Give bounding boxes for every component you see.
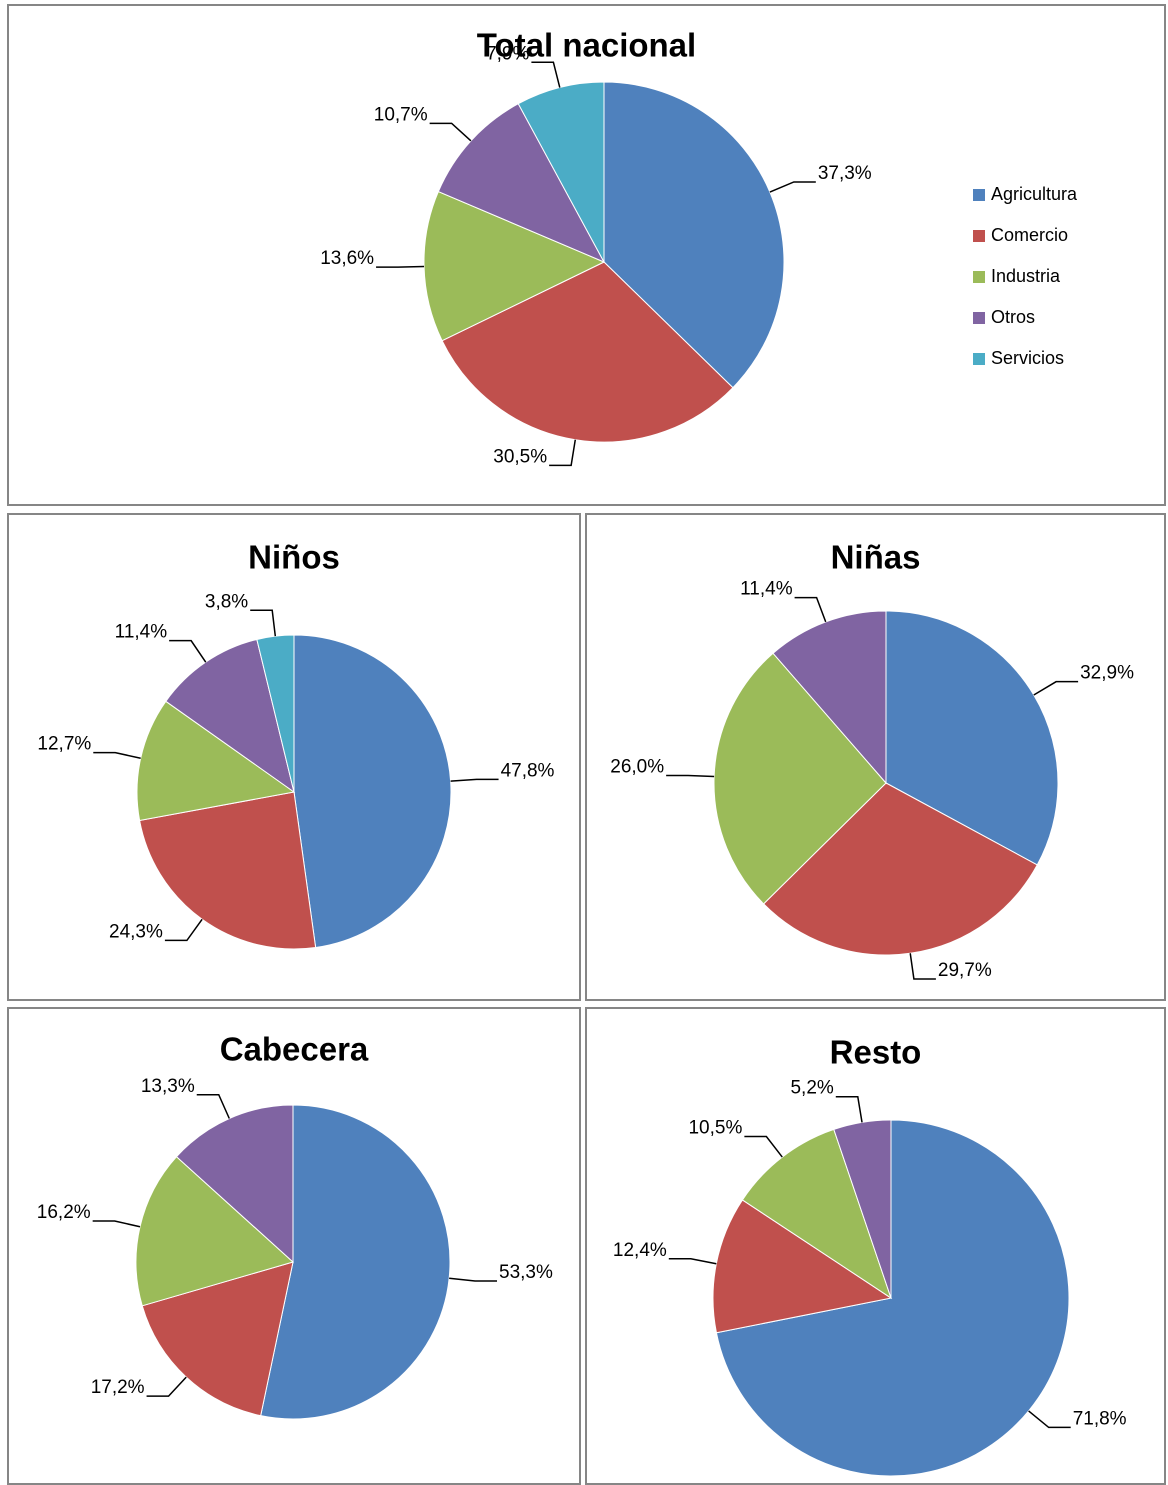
data-label: 17,2% <box>91 1377 145 1398</box>
leader-line <box>794 596 827 623</box>
data-label: 24,3% <box>109 921 163 942</box>
data-label: 47,8% <box>501 760 555 781</box>
pie-slice <box>139 791 317 950</box>
leader-line <box>909 953 936 980</box>
data-label: 12,7% <box>37 734 91 755</box>
leader-line <box>1028 1410 1071 1429</box>
pie-slice <box>713 652 887 905</box>
leader-line <box>250 609 277 637</box>
data-label: 26,0% <box>610 757 664 778</box>
leader-line <box>169 639 207 663</box>
legend-swatch <box>973 312 985 324</box>
data-label: 13,6% <box>320 248 374 269</box>
leader-line <box>449 1277 498 1282</box>
pie-slice <box>772 610 887 785</box>
data-label: 32,9% <box>1080 663 1134 684</box>
legend-swatch <box>973 271 985 283</box>
legend-label: Industria <box>991 266 1061 286</box>
chart-title: Resto <box>830 1034 922 1071</box>
data-label: 37,3% <box>818 163 872 184</box>
chart-title: Niñas <box>831 539 921 576</box>
legend-label: Agricultura <box>991 184 1078 204</box>
data-label: 5,2% <box>790 1078 833 1099</box>
data-label: 11,4% <box>115 622 168 643</box>
data-label: 16,2% <box>37 1202 91 1223</box>
pie-slice <box>260 1104 451 1420</box>
data-label: 10,7% <box>374 104 428 125</box>
legend-label: Servicios <box>991 348 1064 368</box>
leader-line <box>549 439 577 467</box>
leader-line <box>93 751 141 759</box>
data-label: 30,5% <box>493 446 547 467</box>
data-label: 29,7% <box>938 960 992 981</box>
leader-line <box>531 61 561 88</box>
leader-line <box>668 1258 717 1265</box>
data-label: 12,4% <box>613 1240 667 1261</box>
data-label: 13,3% <box>141 1076 195 1097</box>
data-label: 71,8% <box>1073 1408 1127 1429</box>
pie-slice <box>136 700 296 822</box>
leader-line <box>769 181 816 193</box>
leader-line <box>146 1376 187 1397</box>
leader-line <box>1033 680 1079 696</box>
leader-line <box>450 778 499 782</box>
legend-swatch <box>973 353 985 365</box>
data-label: 11,4% <box>740 579 793 600</box>
pie-slice <box>712 1199 893 1334</box>
leader-line <box>164 918 203 942</box>
pie-slice <box>741 1128 892 1300</box>
leader-line <box>666 774 715 778</box>
chart-title: Total nacional <box>477 27 696 64</box>
leader-line <box>376 265 425 268</box>
data-label: 7,9% <box>486 43 529 64</box>
legend-swatch <box>973 189 985 201</box>
legend-label: Comercio <box>991 225 1068 245</box>
chart-title: Niños <box>248 539 340 576</box>
legend-label: Otros <box>991 307 1035 327</box>
pie-slice <box>437 103 606 264</box>
pie-slice <box>141 1261 294 1417</box>
pie-slice <box>885 610 1059 866</box>
pie-slice <box>833 1119 892 1299</box>
legend-swatch <box>973 230 985 242</box>
data-label: 53,3% <box>499 1262 553 1283</box>
chart-title: Cabecera <box>220 1031 369 1068</box>
pie-slice <box>165 638 295 794</box>
pie-slice <box>256 634 295 793</box>
pie-slice <box>762 782 1038 956</box>
pie-slice <box>175 1104 294 1264</box>
leader-line <box>744 1135 783 1158</box>
pie-slice <box>441 261 734 443</box>
pie-slice <box>715 1119 1070 1477</box>
leader-line <box>92 1220 141 1228</box>
leader-line <box>196 1093 230 1119</box>
data-label: 10,5% <box>688 1118 742 1139</box>
leader-line <box>429 122 472 142</box>
data-label: 3,8% <box>205 591 248 612</box>
pie-slice <box>293 634 452 949</box>
leader-line <box>835 1095 863 1123</box>
